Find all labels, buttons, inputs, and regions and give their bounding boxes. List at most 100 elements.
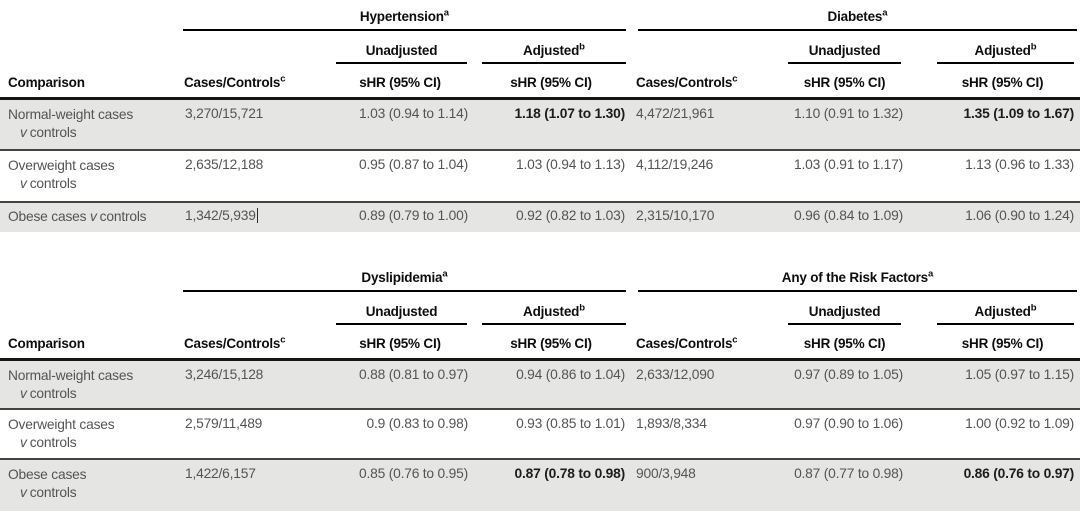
risk-table-dyslipidemia-any: Dyslipidemiaa Any of the Risk Factorsa U…	[0, 264, 1080, 511]
group-title: Dyslipidemia	[361, 270, 443, 285]
shr-adjusted-cell: 1.03 (0.94 to 1.13)	[472, 150, 631, 203]
col-header-cases-controls: Cases/Controlsc	[178, 325, 328, 361]
group-header-row: Dyslipidemiaa Any of the Risk Factorsa	[0, 264, 1080, 292]
group-title: Diabetes	[827, 9, 883, 24]
col-header-label: Cases/Controls	[184, 335, 281, 351]
spacer-cell	[0, 31, 178, 64]
group-header-any-risk-factors: Any of the Risk Factorsa	[630, 264, 1080, 292]
col-header-comparison: Comparison	[0, 325, 178, 361]
risk-table-hypertension-diabetes: Hypertensiona Diabetesa Unadjusted Adjus…	[0, 3, 1080, 232]
subheader-label: Adjusted	[974, 304, 1031, 319]
comparison-name: Normal-weight cases	[8, 106, 134, 122]
comparison-vs: v controls	[20, 124, 77, 140]
cases-controls-cell: 4,112/19,246	[630, 150, 783, 203]
subheader-adjusted: Adjustedb	[472, 31, 630, 64]
column-header-row: Comparison Cases/Controlsc sHR (95% CI) …	[0, 64, 1080, 100]
comparison-vs: v controls	[20, 435, 77, 450]
col-header-shr: sHR (95% CI)	[925, 325, 1080, 361]
group-header-row: Hypertensiona Diabetesa	[0, 3, 1080, 31]
table-row: Overweight cases v controls 2,579/11,489 …	[0, 409, 1080, 460]
spacer-cell	[178, 292, 328, 325]
cases-controls-cell: 1,893/8,334	[630, 409, 783, 460]
col-header-cases-controls: Cases/Controlsc	[178, 64, 328, 100]
spacer-cell	[0, 264, 178, 292]
footnote-marker-b: b	[1030, 41, 1037, 53]
footnote-marker-b: b	[579, 302, 585, 314]
group-title: Any of the Risk Factors	[781, 270, 928, 285]
shr-unadjusted-cell: 1.03 (0.91 to 1.17)	[782, 150, 926, 203]
group-header-hypertension: Hypertensiona	[178, 3, 630, 31]
comparison-name: Obese cases	[8, 467, 87, 482]
shr-adjusted-cell: 1.05 (0.97 to 1.15)	[925, 359, 1080, 410]
comparison-cell: Overweight cases v controls	[0, 409, 178, 460]
cases-controls-cell: 3,270/15,721	[178, 98, 328, 151]
col-header-shr: sHR (95% CI)	[782, 64, 926, 100]
table-body: Normal-weight cases v controls 3,246/15,1…	[0, 359, 1080, 511]
cases-controls-cell: 2,579/11,489	[178, 409, 328, 460]
subheader-label: Unadjusted	[365, 43, 438, 58]
subheader-label: Adjusted	[523, 43, 580, 58]
footnote-marker-a: a	[927, 268, 934, 280]
text-cursor	[256, 208, 259, 223]
table-header: Hypertensiona Diabetesa Unadjusted Adjus…	[0, 3, 1080, 100]
spacer-cell	[0, 292, 178, 325]
comparison-cell: Obese cases v controls	[0, 459, 178, 511]
shr-unadjusted-cell: 1.10 (0.91 to 1.32)	[782, 98, 926, 151]
shr-adjusted-cell: 1.13 (0.96 to 1.33)	[925, 150, 1080, 203]
subheader-label: Unadjusted	[365, 304, 438, 319]
shr-adjusted-cell: 0.86 (0.76 to 0.97)	[925, 459, 1080, 511]
subheader-row: Unadjusted Adjustedb Unadjusted Adjusted…	[0, 292, 1080, 325]
comparison-cell: Normal-weight cases v controls	[0, 98, 178, 151]
cases-controls-cell: 3,246/15,128	[178, 359, 328, 410]
table-row: Normal-weight cases v controls 3,270/15,7…	[0, 98, 1080, 151]
comparison-name: Overweight cases	[8, 158, 115, 173]
shr-unadjusted-cell: 0.97 (0.89 to 1.05)	[782, 359, 926, 410]
comparison-vs: v controls	[20, 385, 77, 401]
col-header-shr: sHR (95% CI)	[782, 325, 926, 361]
col-header-shr: sHR (95% CI)	[472, 64, 631, 100]
spacer-cell	[630, 31, 782, 64]
subheader-adjusted: Adjustedb	[925, 31, 1080, 64]
shr-unadjusted-cell: 0.87 (0.77 to 0.98)	[782, 459, 926, 511]
table-body: Normal-weight cases v controls 3,270/15,7…	[0, 98, 1080, 232]
col-header-shr: sHR (95% CI)	[328, 325, 472, 361]
footnote-marker-b: b	[1030, 302, 1037, 314]
footnote-marker-a: a	[442, 268, 448, 280]
comparison-name: Overweight cases	[8, 417, 115, 432]
comparison-name: Normal-weight cases	[8, 367, 134, 383]
footnote-marker-c: c	[732, 334, 738, 345]
subheader-label: Unadjusted	[808, 304, 881, 319]
shr-unadjusted-cell: 0.85 (0.76 to 0.95)	[328, 459, 472, 511]
subheader-unadjusted: Unadjusted	[328, 31, 472, 64]
comparison-vs: v controls	[20, 176, 77, 191]
shr-adjusted-cell: 1.18 (1.07 to 1.30)	[472, 98, 631, 151]
cases-controls-cell: 1,342/5,939	[178, 202, 328, 232]
spacer-cell	[630, 292, 782, 325]
group-title: Hypertension	[359, 9, 444, 24]
col-header-shr: sHR (95% CI)	[328, 64, 472, 100]
shr-unadjusted-cell: 0.89 (0.79 to 1.00)	[328, 202, 472, 232]
footnote-marker-c: c	[732, 73, 738, 84]
shr-unadjusted-cell: 0.95 (0.87 to 1.04)	[328, 150, 472, 203]
col-header-label: Cases/Controls	[636, 74, 733, 90]
col-header-cases-controls: Cases/Controlsc	[630, 64, 783, 100]
subheader-row: Unadjusted Adjustedb Unadjusted Adjusted…	[0, 31, 1080, 64]
subheader-unadjusted: Unadjusted	[328, 292, 472, 325]
column-header-row: Comparison Cases/Controlsc sHR (95% CI) …	[0, 325, 1080, 361]
cases-controls-cell: 4,472/21,961	[630, 98, 783, 151]
shr-adjusted-cell: 0.87 (0.78 to 0.98)	[472, 459, 631, 511]
col-header-comparison: Comparison	[0, 64, 178, 100]
table-row: Obese cases v controls 1,342/5,939 0.89 (…	[0, 202, 1080, 232]
comparison-cell: Overweight cases v controls	[0, 150, 178, 203]
cases-controls-cell: 2,315/10,170	[630, 202, 783, 232]
footnote-marker-b: b	[579, 41, 585, 53]
comparison-name: Obese cases v controls	[8, 209, 147, 224]
shr-unadjusted-cell: 0.9 (0.83 to 0.98)	[328, 409, 472, 460]
cases-controls-cell: 1,422/6,157	[178, 459, 328, 511]
col-header-shr: sHR (95% CI)	[472, 325, 631, 361]
subheader-unadjusted: Unadjusted	[782, 292, 925, 325]
subheader-label: Adjusted	[974, 43, 1031, 58]
comparison-vs: v controls	[20, 485, 77, 500]
shr-adjusted-cell: 1.35 (1.09 to 1.67)	[925, 98, 1080, 151]
